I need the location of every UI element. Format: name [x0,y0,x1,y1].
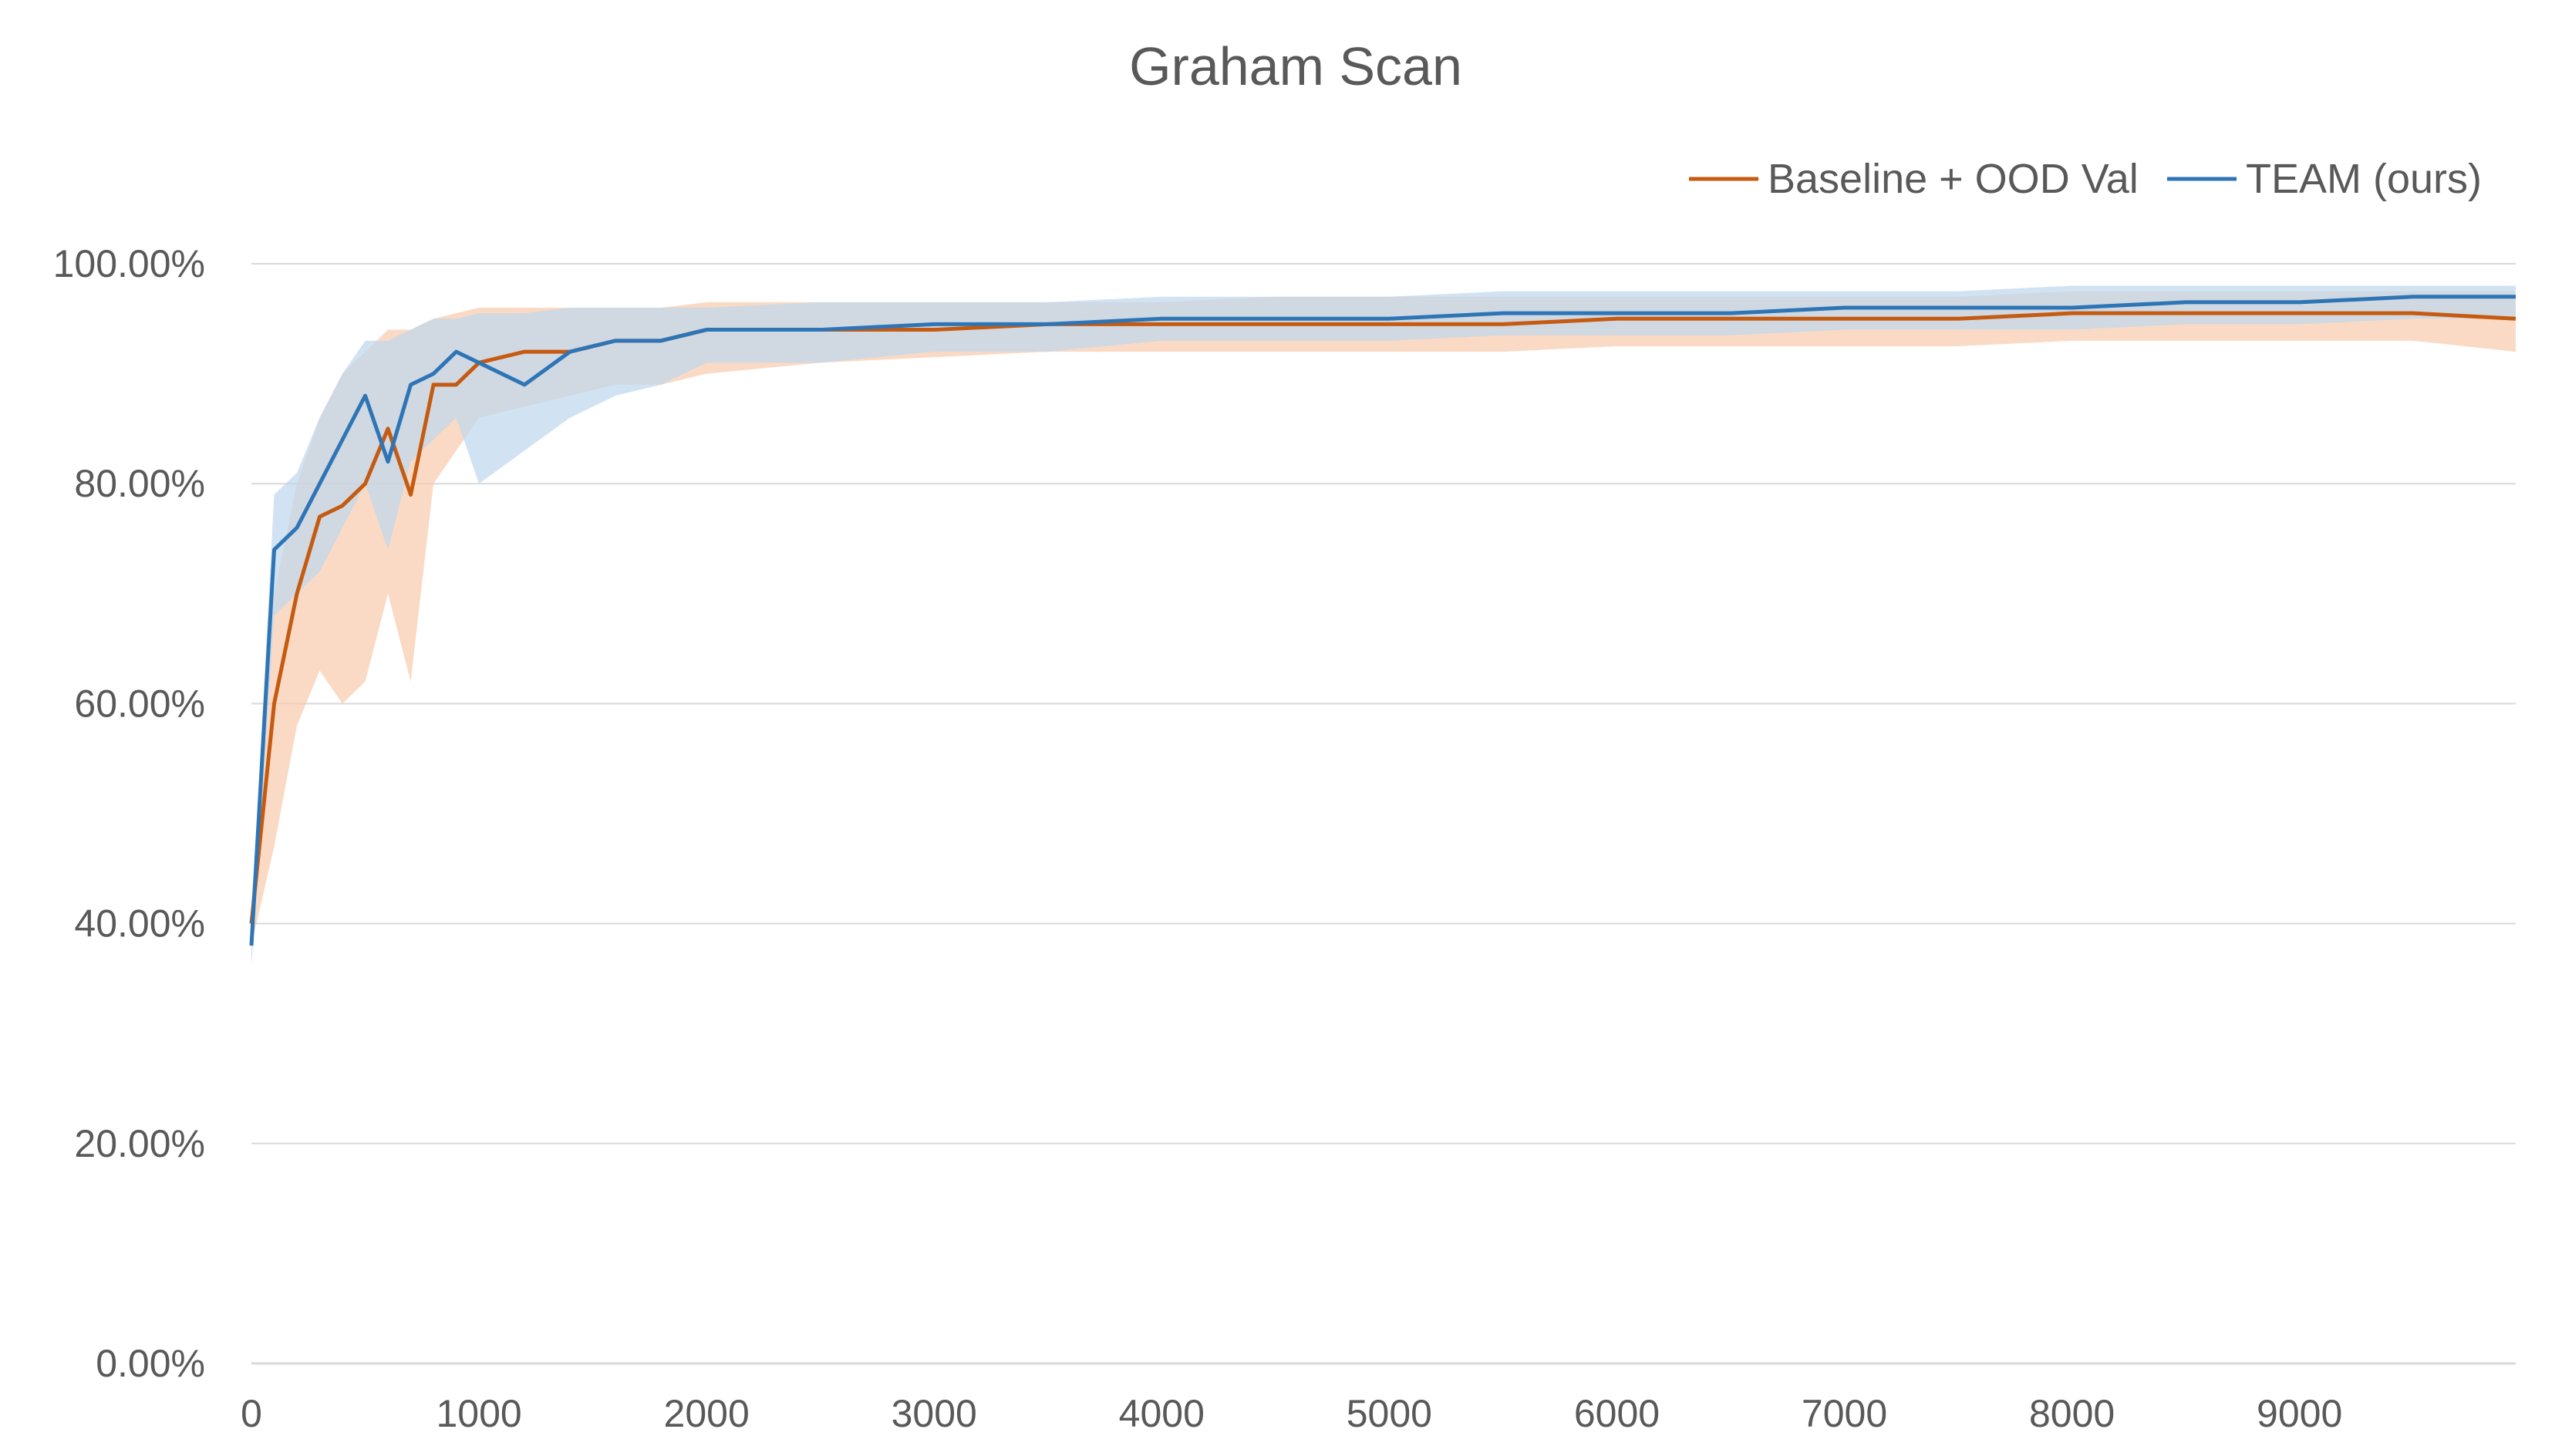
x-tick-label: 0 [241,1392,262,1435]
x-tick-label: 8000 [2029,1392,2115,1435]
legend-label-baseline: Baseline + OOD Val [1768,156,2139,202]
chart-title: Graham Scan [1129,36,1462,96]
x-tick-label: 7000 [1802,1392,1887,1435]
series-lines [249,295,2516,946]
x-tick-label: 2000 [664,1392,750,1435]
y-tick-labels: 0.00% 20.00% 40.00% 60.00% 80.00% 100.00% [53,242,205,1385]
x-tick-label: 6000 [1574,1392,1660,1435]
y-tick-label: 20.00% [74,1122,205,1165]
confidence-bands [251,285,2516,968]
x-tick-label: 4000 [1119,1392,1205,1435]
y-tick-label: 100.00% [53,242,205,285]
y-tick-label: 80.00% [74,462,205,505]
x-tick-label: 3000 [892,1392,977,1435]
x-tick-labels: 0 1000 2000 3000 4000 5000 6000 7000 8000 9000 [241,1392,2342,1435]
legend: Baseline + OOD Val TEAM (ours) [1689,156,2482,202]
y-tick-label: 0.00% [96,1342,205,1385]
x-tick-label: 5000 [1347,1392,1432,1435]
x-tick-label: 1000 [436,1392,521,1435]
line-series-1 [249,295,2516,946]
y-tick-label: 40.00% [74,902,205,945]
x-tick-label: 9000 [2257,1392,2342,1435]
band-series-1 [251,285,2516,968]
gridlines [251,263,2516,1144]
legend-label-team: TEAM (ours) [2246,156,2482,202]
y-tick-label: 60.00% [74,682,205,725]
